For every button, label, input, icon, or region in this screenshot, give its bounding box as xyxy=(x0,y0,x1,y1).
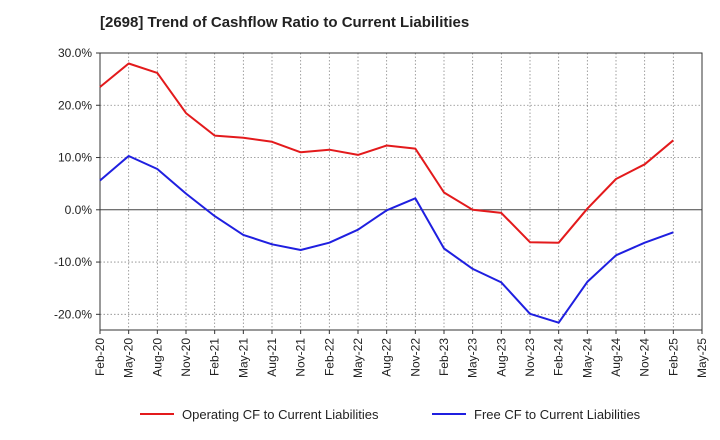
x-tick-label: Feb-24 xyxy=(552,338,566,376)
grid-lines xyxy=(99,52,703,330)
legend: Operating CF to Current Liabilities Free … xyxy=(140,407,641,422)
x-tick-label: Feb-25 xyxy=(666,338,680,376)
x-tick-label: Feb-21 xyxy=(208,338,222,376)
x-tick-label: Feb-22 xyxy=(322,338,336,376)
x-tick-label: Nov-21 xyxy=(294,338,308,377)
x-tick-label: Feb-20 xyxy=(93,338,107,376)
y-tick-label: 0.0% xyxy=(65,203,93,217)
plot-frame xyxy=(99,52,703,331)
x-tick-label: May-25 xyxy=(695,338,709,378)
legend-label: Free CF to Current Liabilities xyxy=(474,407,641,422)
series-line-free-cf xyxy=(99,155,674,324)
series-line-operating-cf xyxy=(99,62,674,244)
x-tick-label: May-24 xyxy=(580,338,594,378)
x-tick-label: Aug-24 xyxy=(609,338,623,377)
x-tick-label: Nov-23 xyxy=(523,338,537,377)
y-tick-label: -10.0% xyxy=(54,255,92,269)
x-tick-label: Aug-20 xyxy=(150,338,164,377)
chart-title: [2698] Trend of Cashflow Ratio to Curren… xyxy=(100,14,470,31)
y-tick-label: 30.0% xyxy=(58,46,92,60)
x-tick-label: Nov-20 xyxy=(179,338,193,377)
y-tick-label: 20.0% xyxy=(58,98,92,112)
y-tick-label: -20.0% xyxy=(54,307,92,321)
x-tick-label: Aug-22 xyxy=(380,338,394,377)
x-tick-label: Aug-23 xyxy=(494,338,508,377)
x-tick-label: May-23 xyxy=(466,338,480,378)
x-tick-label: Feb-23 xyxy=(437,338,451,376)
x-tick-label: May-20 xyxy=(122,338,136,378)
x-tick-label: May-21 xyxy=(236,338,250,378)
y-tick-label: 10.0% xyxy=(58,151,92,165)
axes: 30.0% 20.0% 10.0% 0.0% -10.0% -20.0% Feb-20 May… xyxy=(54,46,709,378)
x-tick-label: Nov-22 xyxy=(408,338,422,377)
x-tick-label: May-22 xyxy=(351,338,365,378)
x-tick-label: Aug-21 xyxy=(265,338,279,377)
series-lines xyxy=(99,62,674,324)
x-tick-label: Nov-24 xyxy=(638,338,652,377)
legend-label: Operating CF to Current Liabilities xyxy=(182,407,379,422)
